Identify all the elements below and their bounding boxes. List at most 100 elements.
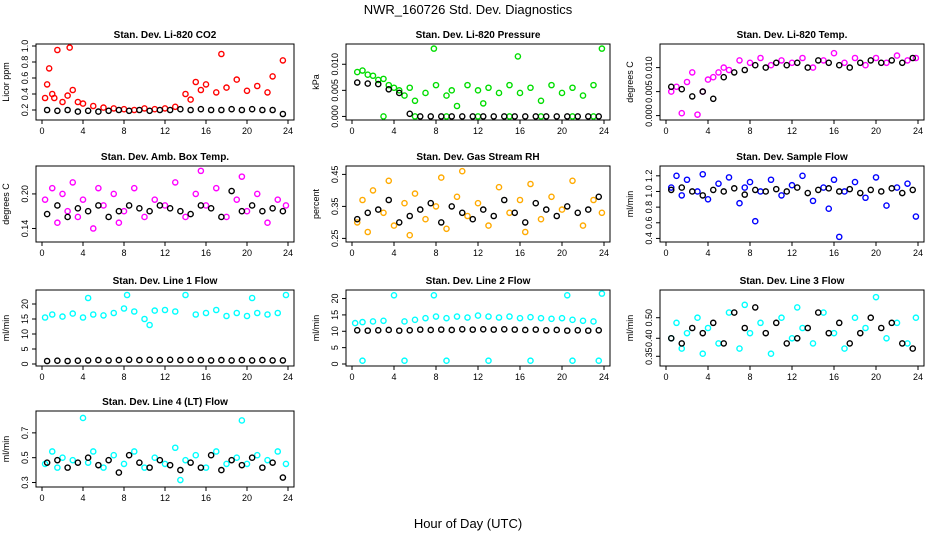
hourly-mean-point [279, 207, 287, 215]
hourly-mean-point [207, 205, 215, 212]
data-point [851, 314, 859, 322]
data-point [84, 294, 92, 302]
hourly-mean-point [279, 357, 287, 364]
hourly-mean-point [248, 357, 256, 364]
hourly-mean-point [563, 203, 571, 210]
x-tick-label: 24 [283, 126, 293, 136]
hourly-mean-point [125, 356, 133, 364]
data-point [369, 72, 377, 80]
hourly-mean-point [406, 326, 414, 334]
data-point [830, 329, 838, 337]
data-point [364, 228, 372, 236]
hourly-mean-point [228, 357, 235, 364]
data-point [678, 192, 686, 199]
hourly-mean-point [709, 95, 717, 103]
data-point [59, 313, 66, 320]
data-point [223, 460, 230, 468]
hourly-mean-point [856, 59, 864, 67]
hourly-mean-point [416, 113, 424, 120]
hourly-mean-point [64, 357, 71, 365]
data-point [422, 215, 429, 223]
x-tick-label: 20 [557, 372, 567, 382]
data-point [479, 100, 487, 107]
y-tick-label: 0.25 [330, 230, 340, 248]
data-point [282, 460, 290, 468]
data-point [202, 309, 210, 317]
y-tick-label: 0.50 [644, 309, 654, 327]
hourly-mean-point [136, 356, 143, 364]
hourly-mean-point [469, 326, 477, 333]
hourly-mean-point [678, 340, 686, 347]
data-point [66, 44, 73, 51]
y-tick-label: 0.4 [644, 232, 654, 245]
panel-title: Stan. Dev. Li-820 CO2 [114, 30, 217, 41]
data-point [192, 78, 200, 86]
data-point [809, 340, 817, 347]
data-point [432, 203, 440, 210]
hourly-mean-point [374, 206, 382, 213]
data-point [548, 315, 555, 323]
panel-title: Stan. Dev. Line 1 Flow [113, 276, 218, 287]
data-point [197, 167, 205, 175]
data-point [41, 94, 49, 102]
panel-title: Stan. Dev. Li-820 Pressure [416, 30, 541, 41]
hourly-mean-point [125, 107, 133, 115]
data-point [89, 102, 97, 110]
data-point [430, 291, 438, 299]
x-tick-label: 12 [160, 493, 170, 503]
data-point [569, 177, 576, 185]
data-point [673, 319, 680, 327]
x-tick-label: 20 [242, 493, 252, 503]
data-point [912, 213, 920, 220]
hourly-mean-point [218, 213, 225, 221]
hourly-mean-point [269, 205, 276, 212]
hourly-mean-point [667, 186, 675, 194]
x-tick-label: 8 [121, 126, 126, 136]
y-tick-label: 15 [330, 310, 340, 320]
data-point [443, 225, 450, 233]
hourly-mean-point [406, 212, 414, 220]
hourly-mean-point [751, 304, 759, 311]
x-tick-label: 16 [515, 372, 525, 382]
hourly-mean-point [542, 326, 550, 334]
data-point [171, 308, 179, 315]
hourly-mean-point [783, 340, 791, 347]
hourly-mean-point [54, 107, 61, 115]
hourly-mean-point [218, 106, 225, 114]
hourly-mean-point [259, 207, 266, 215]
hourly-mean-point [448, 113, 456, 120]
data-point [233, 309, 241, 317]
data-point [422, 89, 429, 97]
hourly-mean-point [269, 459, 276, 466]
x-tick-label: 0 [39, 126, 44, 136]
data-point [110, 105, 118, 112]
hourly-mean-point [751, 61, 759, 69]
hourly-mean-point [584, 206, 592, 213]
x-tick-label: 16 [829, 372, 839, 382]
data-point [401, 92, 408, 99]
hourly-mean-point [228, 105, 235, 113]
data-point [912, 54, 920, 62]
data-point [401, 318, 408, 325]
hourly-mean-point [793, 59, 801, 67]
data-point [243, 312, 251, 320]
data-point [516, 314, 524, 322]
data-point [182, 213, 189, 221]
data-point [64, 207, 71, 215]
hourly-mean-point [187, 356, 194, 364]
hourly-mean-point [772, 319, 780, 327]
data-point [212, 306, 220, 314]
hourly-mean-point [43, 210, 51, 218]
data-point [904, 57, 911, 64]
y-tick-label: 0.5 [20, 451, 30, 464]
data-point [161, 105, 169, 112]
y-axis-label: kPa [311, 74, 321, 90]
hourly-mean-point [136, 106, 143, 114]
data-point [369, 318, 377, 325]
data-point [516, 89, 524, 97]
data-point [146, 321, 153, 329]
hourly-mean-point [867, 57, 875, 64]
hourly-mean-point [279, 110, 287, 118]
hourly-mean-point [867, 314, 875, 322]
x-tick-label: 20 [871, 372, 881, 382]
